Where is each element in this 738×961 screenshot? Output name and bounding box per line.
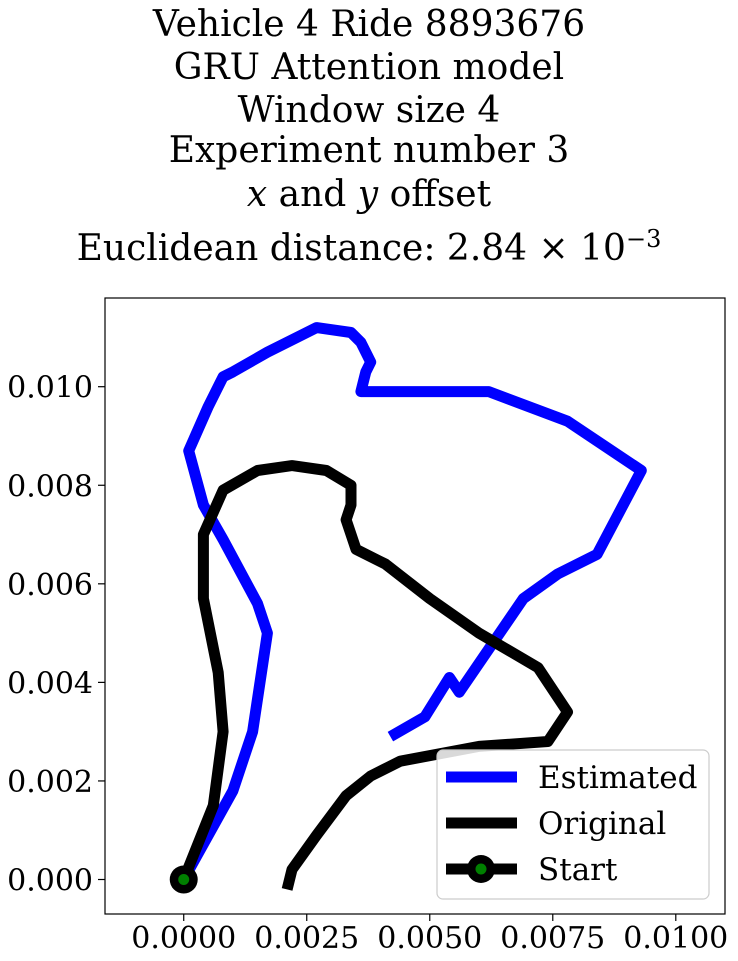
title-y-symbol: y [357, 174, 379, 215]
title-x-symbol: x [246, 174, 268, 215]
plot-lines [169, 322, 647, 894]
legend-label: Start [538, 852, 618, 888]
x-tick-label: 0.0075 [500, 921, 605, 956]
title-line-6: Euclidean distance: 2.84 × 10−3 [0, 218, 738, 270]
x-tick-label: 0.0000 [131, 921, 236, 956]
x-tick-label: 0.0100 [623, 921, 728, 956]
start-marker-center [178, 874, 190, 886]
title-distance-text: Euclidean distance: 2.84 × 10 [76, 228, 626, 269]
x-tick-label: 0.0025 [254, 921, 359, 956]
y-tick-label: 0.010 [7, 371, 93, 406]
y-tick-label: 0.006 [7, 568, 93, 603]
title-offset-text: offset [378, 174, 492, 215]
y-tick-label: 0.008 [7, 469, 93, 504]
plot-frame [104, 297, 726, 915]
title-line-2: GRU Attention model [173, 47, 565, 88]
series-line-estimated [178, 322, 647, 883]
y-tick-label: 0.000 [7, 864, 93, 899]
title-line-3: Window size 4 [237, 90, 501, 131]
title-and-text: and [267, 174, 358, 215]
title-distance-exponent: −3 [625, 225, 662, 253]
title-line-5: x and y offset [0, 174, 738, 216]
series-line-original [178, 460, 573, 891]
axis-ticks: 0.0000 0.0025 0.0050 0.0075 0.0100 0.000 0.002… [7, 371, 728, 956]
title-line-1: Vehicle 4 Ride 8893676 [152, 4, 586, 45]
x-tick-label: 0.0050 [377, 921, 482, 956]
legend-label: Estimated [538, 760, 697, 796]
legend-label: Original [538, 806, 666, 842]
legend-start-marker-center [475, 863, 487, 875]
y-tick-label: 0.004 [7, 666, 93, 701]
legend-box [436, 749, 710, 900]
y-tick-label: 0.002 [7, 765, 93, 800]
title-line-4: Experiment number 3 [168, 130, 570, 171]
legend: Estimated Original Start [436, 749, 710, 900]
